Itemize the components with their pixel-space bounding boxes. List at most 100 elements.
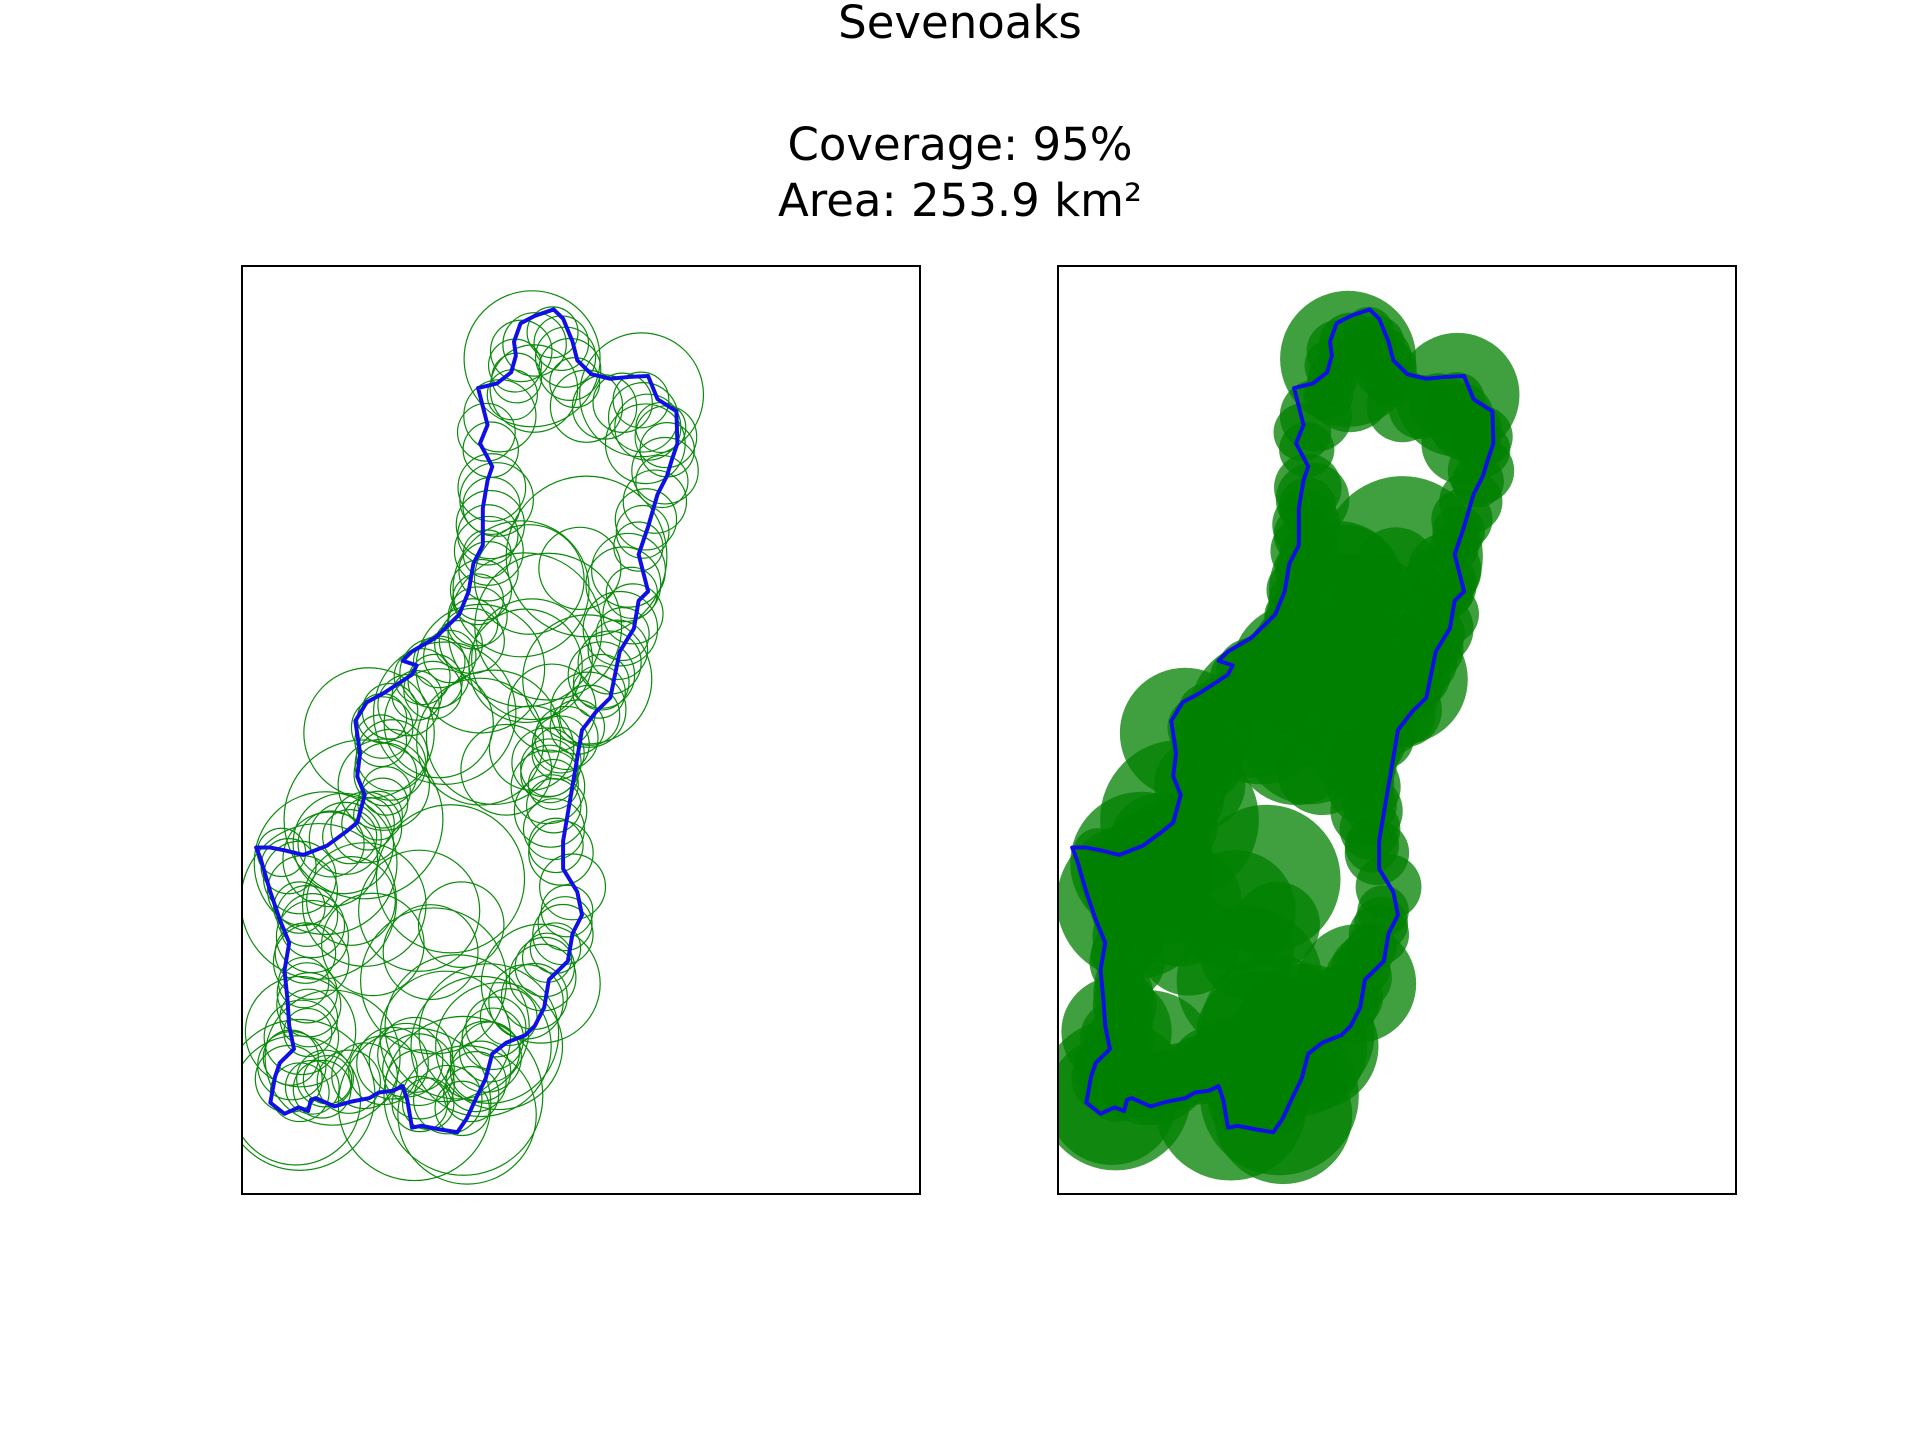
coverage-circle (489, 319, 553, 383)
coverage-circle (458, 541, 519, 602)
coverage-circle (592, 372, 653, 433)
coverage-circle (292, 1059, 352, 1119)
coverage-circle (526, 306, 579, 359)
coverage-circle (613, 521, 664, 572)
coverage-circle (355, 719, 429, 792)
coverage-circle (253, 791, 398, 936)
coverage-circle (534, 705, 599, 771)
coverage-circle (505, 475, 668, 638)
coverage-circle (303, 667, 435, 799)
coverage-circle (491, 352, 543, 404)
coverage-circle (622, 469, 688, 534)
coverage-circle (276, 962, 338, 1024)
coverage-circle (539, 853, 607, 921)
coverage-circle (513, 774, 588, 848)
coverage-circle (322, 809, 378, 865)
coverage-circle (382, 904, 479, 1001)
coverage-circle (417, 881, 505, 968)
coverage-circle (465, 996, 527, 1058)
coverage-circle (263, 999, 340, 1076)
coverage-circle (602, 583, 664, 645)
coverage-circle (275, 899, 349, 974)
coverage-circle (391, 1075, 448, 1133)
coverage-circle (526, 778, 582, 834)
coverage-circle (550, 671, 627, 748)
coverage-circle (635, 454, 689, 509)
coverage-circle (527, 758, 579, 811)
coverage-circle (521, 932, 573, 983)
outline-circles-panel (241, 265, 921, 1195)
coverage-circle (443, 1065, 500, 1123)
coverage-circle (425, 669, 562, 805)
coverage-circle (264, 989, 401, 1126)
coverage-circle (297, 810, 365, 878)
coverage-circle (375, 804, 526, 954)
coverage-circle (452, 520, 590, 658)
coverage-circle (1235, 963, 1375, 1104)
coverage-circle (1119, 667, 1251, 799)
coverage-circle (282, 811, 379, 908)
coverage-circle (1269, 520, 1406, 657)
coverage-circle (341, 796, 395, 851)
coverage-circle (361, 682, 419, 740)
coverage-circles-outline (243, 290, 705, 1185)
coverage-circle (244, 975, 357, 1088)
coverage-circle (456, 402, 516, 462)
coverage-circle (412, 1064, 483, 1135)
coverage-circle (522, 614, 653, 745)
coverage-circle (383, 668, 494, 779)
coverage-circle (507, 663, 597, 753)
filled-circles-panel (1057, 265, 1737, 1195)
coverage-circle (384, 954, 530, 1100)
coverage-circle (473, 524, 585, 635)
coverage-circle (360, 907, 508, 1055)
coverage-circle (416, 677, 545, 806)
coverage-circle (508, 943, 577, 1012)
coverage-circle (528, 817, 584, 874)
coverage-circle (353, 790, 403, 841)
coverage-circle (471, 598, 593, 721)
coverage-circle (1059, 1019, 1191, 1171)
coverage-circle (604, 403, 686, 485)
coverage-circle (463, 290, 601, 428)
coverage-circle (1199, 904, 1295, 1000)
coverage-circle (502, 312, 567, 377)
coverage-circle (1395, 332, 1520, 457)
filled-map (1059, 290, 1520, 1185)
coverage-circle (579, 332, 705, 458)
coverage-circle (283, 739, 444, 900)
coverage-circle (418, 963, 560, 1104)
coverage-circle (1122, 856, 1212, 946)
coverage-circle (459, 1021, 521, 1083)
coverage-circle (383, 1015, 544, 1176)
coverage-circle (511, 727, 582, 798)
coverage-circle (587, 619, 649, 681)
coverage-circle (457, 453, 527, 522)
coverage-circle (453, 515, 524, 586)
coverage-circle (330, 791, 403, 864)
coverage-circle (284, 1059, 340, 1115)
coverage-circle (605, 566, 658, 619)
coverage-circle (321, 892, 425, 997)
coverage-circle (410, 975, 552, 1118)
outline-map (243, 290, 705, 1185)
coverage-circle (306, 856, 396, 946)
district-boundary (254, 307, 680, 1135)
coverage-circle (337, 738, 430, 831)
district-boundary (1070, 307, 1496, 1135)
coverage-circle (277, 956, 330, 1009)
coverage-circle (393, 648, 451, 706)
coverage-circle (382, 1033, 455, 1107)
coverage-circle (372, 641, 517, 785)
coverage-circle (423, 629, 477, 684)
coverage-circle (377, 1016, 454, 1093)
coverage-circle (354, 714, 408, 768)
coverage-circle (615, 504, 670, 559)
coverage-circle (582, 590, 659, 667)
coverage-circle (358, 849, 481, 972)
coverage-circle (460, 723, 553, 816)
coverage-circle (449, 1020, 522, 1093)
figure-title: Sevenoaks (838, 0, 1082, 49)
coverage-label: Coverage: 95% (787, 118, 1133, 171)
coverage-circle (572, 665, 626, 719)
